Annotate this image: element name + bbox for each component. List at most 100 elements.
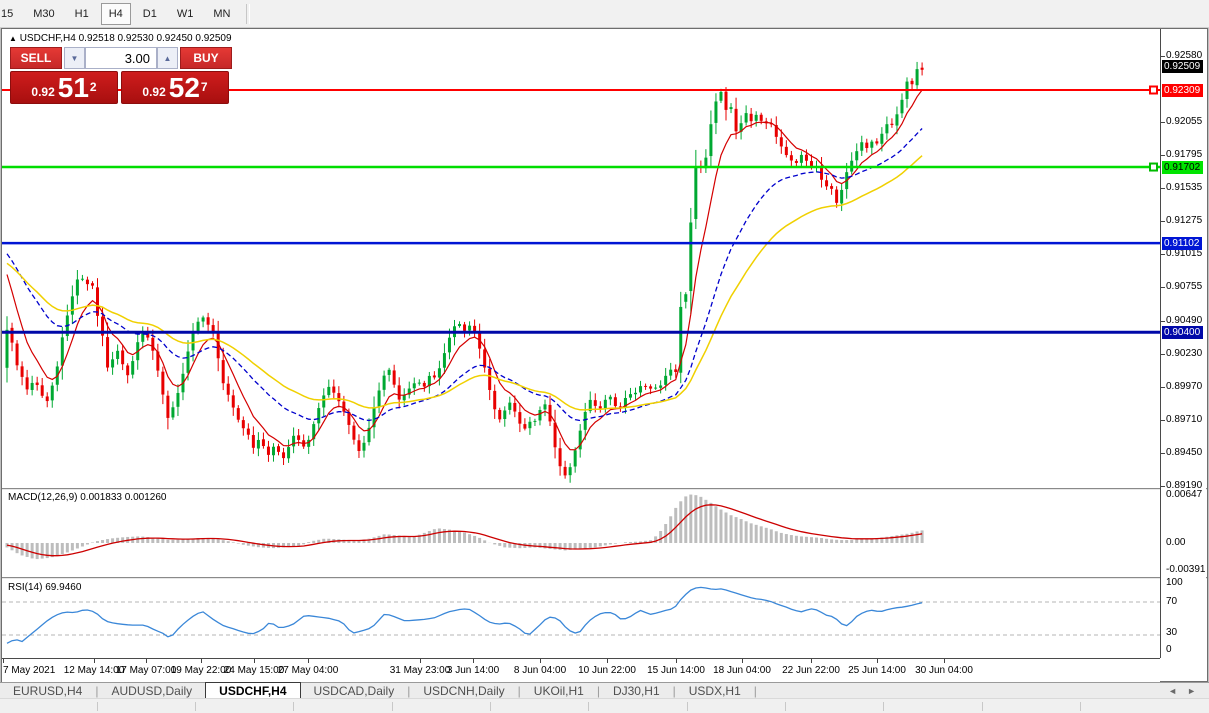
statusbar-separator: [195, 702, 196, 711]
sell-price-tile[interactable]: 0.92 51 2: [10, 71, 118, 104]
one-click-trading-panel: SELL ▼ 3.00 ▲ BUY 0.92 51 2 0.92 52 7: [10, 47, 232, 104]
time-tick: [742, 659, 743, 663]
buy-price-tile[interactable]: 0.92 52 7: [121, 71, 229, 104]
buy-button[interactable]: BUY: [180, 47, 232, 69]
chart-tab-eurusd-h4[interactable]: EURUSD,H4: [13, 684, 83, 698]
time-tick-label: 7 May 2021: [3, 665, 56, 676]
tab-separator: |: [753, 684, 757, 698]
rsi-scale-label: 0: [1166, 644, 1172, 655]
price-tick: [1161, 287, 1165, 289]
chart-tab-ukoil-h1[interactable]: UKOil,H1: [533, 684, 584, 698]
chart-window: ▲ USDCHF,H4 0.92518 0.92530 0.92450 0.92…: [1, 28, 1208, 682]
volume-decrease-icon[interactable]: ▼: [64, 47, 85, 69]
rsi-indicator-chart[interactable]: [2, 580, 1160, 657]
trade-panel-row1: SELL ▼ 3.00 ▲ BUY: [10, 47, 232, 69]
tab-scroll-arrows: ◄ ►: [1163, 683, 1209, 699]
rsi-label: RSI(14) 69.9460: [8, 582, 82, 593]
price-level-label: 0.92309: [1162, 84, 1204, 97]
price-tick-label: 0.91795: [1166, 149, 1203, 161]
panel-divider-macd[interactable]: [2, 488, 1207, 491]
timeframe-button-15[interactable]: 15: [1, 7, 14, 20]
volume-stepper: ▼ 3.00 ▲: [64, 47, 178, 69]
timeframe-button-h1[interactable]: H1: [74, 7, 89, 20]
price-tick-label: 0.92055: [1166, 116, 1203, 128]
sell-price-sup: 2: [89, 80, 97, 94]
chart-tab-usdcad-daily[interactable]: USDCAD,Daily: [313, 684, 395, 698]
chart-tab-usdchf-h4[interactable]: USDCHF,H4: [205, 682, 301, 699]
tab-separator: |: [672, 684, 676, 698]
main-price-chart[interactable]: [2, 29, 1160, 488]
price-tick: [1161, 122, 1165, 124]
timeframe-button-mn[interactable]: MN: [213, 7, 231, 20]
price-tick-label: 0.91535: [1166, 182, 1203, 194]
time-tick-label: 27 May 04:00: [277, 665, 339, 676]
tab-separator: |: [517, 684, 521, 698]
price-tick-label: 0.89710: [1166, 413, 1203, 425]
price-axis[interactable]: 0.92580 0.92055 0.91795 0.91535 0.91275 0.910…: [1160, 29, 1206, 658]
statusbar-separator: [293, 702, 294, 711]
rsi-scale-label: 70: [1166, 596, 1178, 607]
time-tick: [944, 659, 945, 663]
time-tick: [94, 659, 95, 663]
price-level-label: 0.92509: [1162, 60, 1204, 73]
timeframe-toolbar: 15 M30 H1 H4 D1 W1 MN: [0, 0, 1209, 28]
timeframe-button-w1[interactable]: W1: [176, 7, 194, 20]
tab-separator: |: [596, 684, 600, 698]
statusbar-separator: [588, 702, 589, 711]
statusbar-separator: [982, 702, 983, 711]
time-tick: [201, 659, 202, 663]
macd-label: MACD(12,26,9) 0.001833 0.001260: [8, 492, 167, 503]
volume-field[interactable]: 3.00: [85, 47, 157, 69]
statusbar-separator: [687, 702, 688, 711]
statusbar-separator: [1080, 702, 1081, 711]
timeframe-buttons: 15 M30 H1 H4 D1 W1 MN: [0, 2, 240, 25]
chart-tab-usdx-h1[interactable]: USDX,H1: [688, 684, 741, 698]
chart-tab-usdcnh-daily[interactable]: USDCNH,Daily: [423, 684, 505, 698]
macd-scale-label: 0.00: [1166, 537, 1186, 548]
price-tick: [1161, 353, 1165, 355]
chart-tab-dj30-h1[interactable]: DJ30,H1: [612, 684, 660, 698]
time-tick: [420, 659, 421, 663]
buy-price-small: 0.92: [142, 85, 166, 99]
time-tick-label: 17 May 07:00: [115, 665, 177, 676]
sell-price-big: 51: [57, 72, 89, 103]
time-tick: [877, 659, 878, 663]
macd-scale-label: 0.00647: [1166, 489, 1203, 500]
tab-scroll-left-icon[interactable]: ◄: [1168, 686, 1178, 696]
time-tick: [540, 659, 541, 663]
timeframe-button-d1[interactable]: D1: [142, 7, 157, 20]
time-tick-label: 8 Jun 04:00: [513, 665, 567, 676]
statusbar-separator: [785, 702, 786, 711]
buy-price-big: 52: [168, 72, 200, 103]
chart-tab-audusd-daily[interactable]: AUDUSD,Daily: [111, 684, 193, 698]
price-tick: [1161, 55, 1165, 57]
chart-collapse-triangle-icon[interactable]: ▲: [9, 34, 17, 43]
timeframe-button-m30[interactable]: M30: [33, 7, 55, 20]
price-level-label: 0.90400: [1162, 326, 1204, 339]
panel-divider-rsi[interactable]: [2, 577, 1207, 580]
tab-scroll-right-icon[interactable]: ►: [1187, 686, 1196, 696]
macd-indicator-chart[interactable]: [2, 491, 1160, 577]
time-tick: [607, 659, 608, 663]
timeframe-button-h4[interactable]: H4: [100, 2, 131, 25]
price-level-label: 0.91702: [1162, 161, 1204, 174]
time-tick-label: 24 May 15:00: [223, 665, 285, 676]
time-tick: [308, 659, 309, 663]
chart-ohlc-header: ▲ USDCHF,H4 0.92518 0.92530 0.92450 0.92…: [9, 33, 232, 44]
tab-separator: |: [407, 684, 411, 698]
statusbar-separator: [490, 702, 491, 711]
sell-price-small: 0.92: [31, 85, 55, 99]
price-tick-label: 0.92580: [1166, 49, 1203, 61]
volume-increase-icon[interactable]: ▲: [157, 47, 178, 69]
time-tick-label: 12 May 14:00: [63, 665, 125, 676]
chart-tab-bar: EURUSD,H4 | AUDUSD,Daily USDCHF,H4 USDCAD,Da…: [0, 682, 1209, 699]
price-tick: [1161, 320, 1165, 322]
price-tick: [1161, 419, 1165, 421]
time-tick: [254, 659, 255, 663]
rsi-scale-label: 30: [1166, 627, 1178, 638]
statusbar-separator: [97, 702, 98, 711]
time-tick-label: 31 May 23:00: [389, 665, 451, 676]
sell-button[interactable]: SELL: [10, 47, 62, 69]
statusbar-separator: [392, 702, 393, 711]
time-axis[interactable]: 7 May 2021 12 May 14:00 17 May 07:00 19 May…: [2, 658, 1160, 682]
